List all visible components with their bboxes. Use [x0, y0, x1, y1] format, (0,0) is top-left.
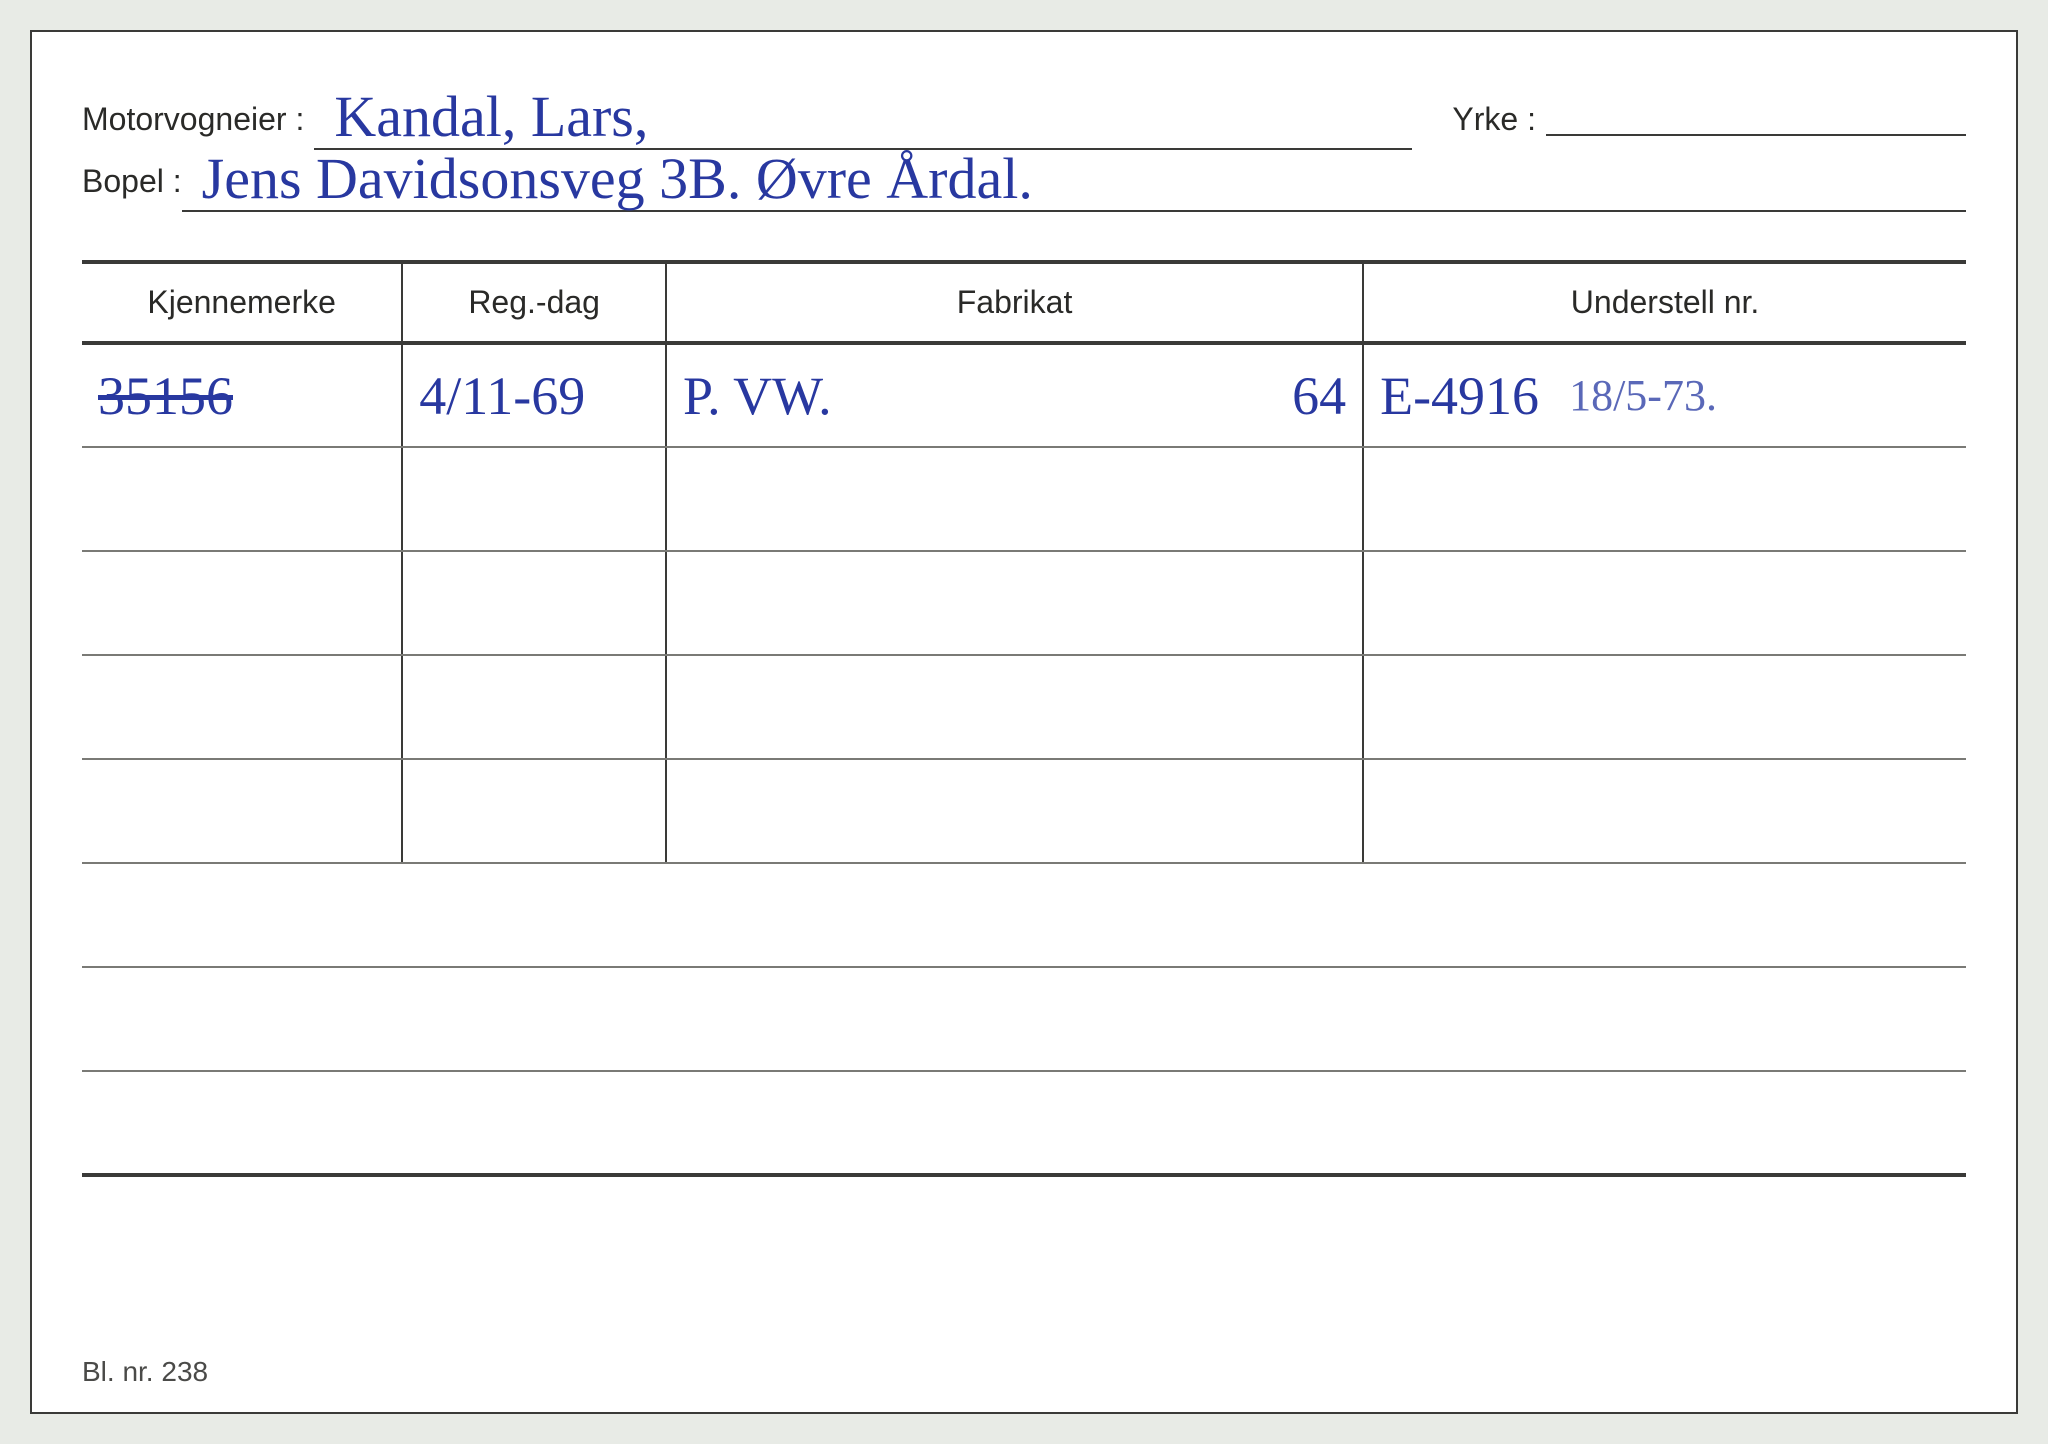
- col-header-fabrikat: Fabrikat: [666, 262, 1363, 343]
- table-row: [82, 655, 1966, 759]
- col-header-kjennemerke: Kjennemerke: [82, 262, 402, 343]
- owner-label: Motorvogneier :: [82, 101, 304, 138]
- cell-regdag: 4/11-69: [402, 343, 666, 447]
- table-row: [82, 967, 1966, 1071]
- residence-label: Bopel :: [82, 163, 182, 200]
- cell-understell: E-4916 18/5-73.: [1363, 343, 1966, 447]
- table-row: [82, 447, 1966, 551]
- annotation-value: 18/5-73.: [1569, 370, 1717, 421]
- cell-kjennemerke: 35156: [82, 343, 402, 447]
- vehicle-table: Kjennemerke Reg.-dag Fabrikat Understell…: [82, 260, 1966, 1177]
- cell-fabrikat: P. VW. 64: [666, 343, 1363, 447]
- residence-value: Jens Davidsonsveg 3B. Øvre Årdal.: [182, 150, 1966, 212]
- table-row: [82, 759, 1966, 863]
- col-header-understell: Understell nr.: [1363, 262, 1966, 343]
- table-row: [82, 863, 1966, 967]
- owner-row: Motorvogneier : Kandal, Lars, Yrke :: [82, 82, 1966, 144]
- col-header-regdag: Reg.-dag: [402, 262, 666, 343]
- table-header-row: Kjennemerke Reg.-dag Fabrikat Understell…: [82, 262, 1966, 343]
- header-section: Motorvogneier : Kandal, Lars, Yrke : Bop…: [82, 82, 1966, 260]
- understell-value: E-4916: [1380, 365, 1539, 427]
- kjennemerke-value: 35156: [98, 366, 233, 426]
- table-body: 35156 4/11-69 P. VW. 64 E-4916 18/5-73.: [82, 343, 1966, 1175]
- occupation-value: [1546, 132, 1966, 136]
- fabrikat-left: P. VW.: [683, 365, 832, 427]
- table-row: [82, 551, 1966, 655]
- registration-card: Motorvogneier : Kandal, Lars, Yrke : Bop…: [30, 30, 2018, 1414]
- table-row: [82, 1071, 1966, 1175]
- table-row: 35156 4/11-69 P. VW. 64 E-4916 18/5-73.: [82, 343, 1966, 447]
- occupation-label: Yrke :: [1452, 101, 1536, 138]
- fabrikat-right: 64: [1292, 365, 1346, 427]
- owner-value: Kandal, Lars,: [314, 88, 1412, 150]
- residence-row: Bopel : Jens Davidsonsveg 3B. Øvre Årdal…: [82, 144, 1966, 206]
- form-number: Bl. nr. 238: [82, 1356, 208, 1388]
